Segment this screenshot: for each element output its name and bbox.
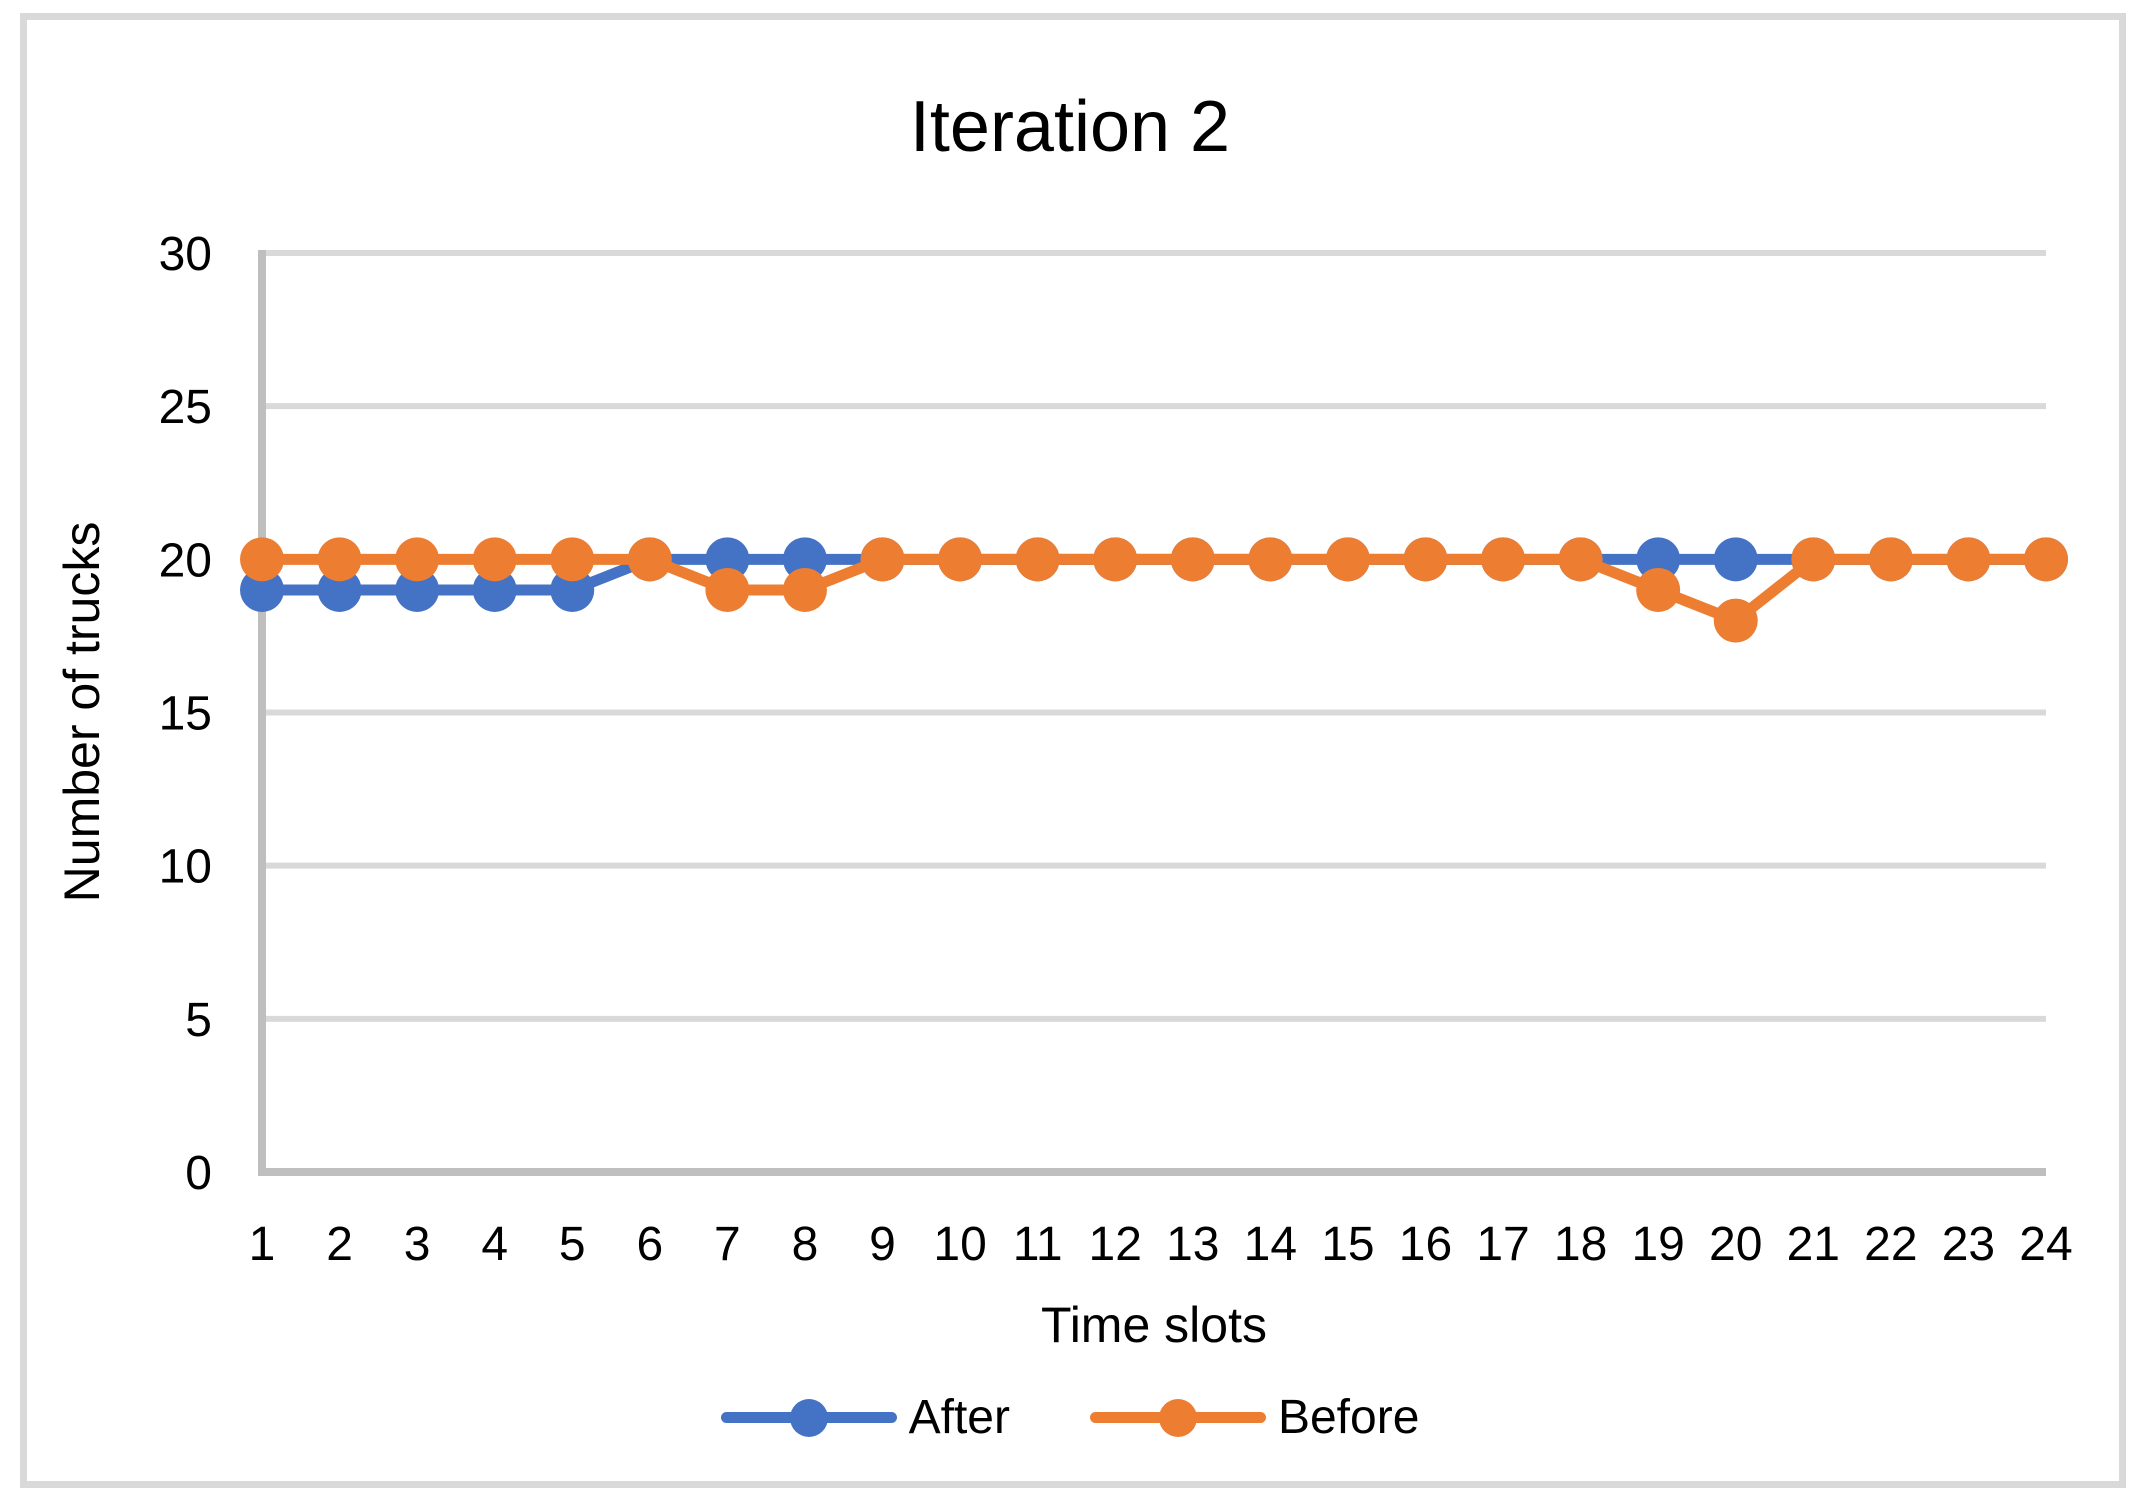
x-tick-label: 2 <box>326 1218 353 1271</box>
before-series-point <box>1868 537 1913 582</box>
before-series-point <box>1636 567 1681 612</box>
y-tick-label: 25 <box>159 381 212 434</box>
x-tick-label: 17 <box>1476 1218 1529 1271</box>
before-series-point <box>705 567 750 612</box>
x-axis-title: Time slots <box>1041 1297 1267 1353</box>
after-series-point <box>550 567 595 612</box>
y-tick-label: 15 <box>159 688 212 741</box>
after-series-dot-icon <box>789 1398 828 1437</box>
x-tick-label: 24 <box>2019 1218 2072 1271</box>
x-tick-label: 8 <box>792 1218 819 1271</box>
after-series-point <box>395 567 440 612</box>
y-tick-label: 5 <box>185 994 212 1047</box>
y-tick-label: 30 <box>159 228 212 281</box>
y-tick-label: 10 <box>159 841 212 894</box>
after-series-point <box>472 567 517 612</box>
x-tick-label: 15 <box>1321 1218 1374 1271</box>
x-tick-label: 3 <box>404 1218 431 1271</box>
before-series-point <box>1015 537 1060 582</box>
after-series-point <box>240 567 284 612</box>
before-series-point <box>938 537 983 582</box>
before-series-point <box>782 567 827 612</box>
x-tick-label: 18 <box>1554 1218 1607 1271</box>
before-series-point <box>1946 537 1991 582</box>
x-tick-label: 22 <box>1864 1218 1917 1271</box>
after-series-point <box>705 537 750 582</box>
before-series-point <box>1791 537 1836 582</box>
x-tick-label: 5 <box>559 1218 586 1271</box>
x-tick-label: 11 <box>1013 1218 1063 1271</box>
before-series-point <box>1325 537 1370 582</box>
legend-label-after: After <box>908 1391 1010 1444</box>
y-tick-label: 0 <box>185 1147 212 1200</box>
y-axis-title: Number of trucks <box>54 521 110 903</box>
x-tick-label: 19 <box>1631 1218 1684 1271</box>
after-series-point <box>782 537 827 582</box>
x-tick-label: 14 <box>1244 1218 1297 1271</box>
before-series-point <box>240 537 284 582</box>
x-tick-label: 23 <box>1942 1218 1995 1271</box>
x-tick-label: 7 <box>714 1218 741 1271</box>
legend: After Before <box>0 1390 2140 1445</box>
before-series-point <box>1403 537 1448 582</box>
legend-item-after: After <box>720 1390 1010 1445</box>
x-tick-label: 1 <box>249 1218 276 1271</box>
before-series-point <box>627 537 672 582</box>
chart-title: Iteration 2 <box>909 87 1231 167</box>
x-tick-label: 6 <box>636 1218 663 1271</box>
before-series-point <box>1713 598 1758 643</box>
after-series-point <box>1636 537 1681 582</box>
x-tick-label: 20 <box>1709 1218 1762 1271</box>
before-series-point <box>1481 537 1526 582</box>
before-series-point <box>860 537 905 582</box>
before-series-marker-icon <box>1089 1398 1266 1437</box>
before-series-point <box>395 537 440 582</box>
legend-label-before: Before <box>1277 1391 1420 1444</box>
chart-border-frame <box>20 13 2126 1488</box>
x-tick-label: 16 <box>1399 1218 1452 1271</box>
x-tick-label: 12 <box>1089 1218 1142 1271</box>
before-series-point <box>472 537 517 582</box>
after-series-point <box>317 567 362 612</box>
after-series-marker-icon <box>720 1398 897 1437</box>
x-tick-label: 4 <box>481 1218 508 1271</box>
before-series-point <box>317 537 362 582</box>
before-series-point <box>2024 537 2068 582</box>
before-series-point <box>1558 537 1603 582</box>
before-series-point <box>550 537 595 582</box>
x-tick-label: 10 <box>933 1218 986 1271</box>
y-tick-label: 20 <box>159 534 212 587</box>
before-series-point <box>1093 537 1138 582</box>
x-tick-label: 13 <box>1166 1218 1219 1271</box>
legend-item-before: Before <box>1089 1390 1420 1445</box>
x-tick-label: 21 <box>1787 1218 1840 1271</box>
before-series-point <box>1170 537 1215 582</box>
before-series-point <box>1248 537 1293 582</box>
x-tick-label: 9 <box>869 1218 896 1271</box>
before-series-dot-icon <box>1158 1398 1197 1437</box>
after-series-point <box>1713 537 1758 582</box>
